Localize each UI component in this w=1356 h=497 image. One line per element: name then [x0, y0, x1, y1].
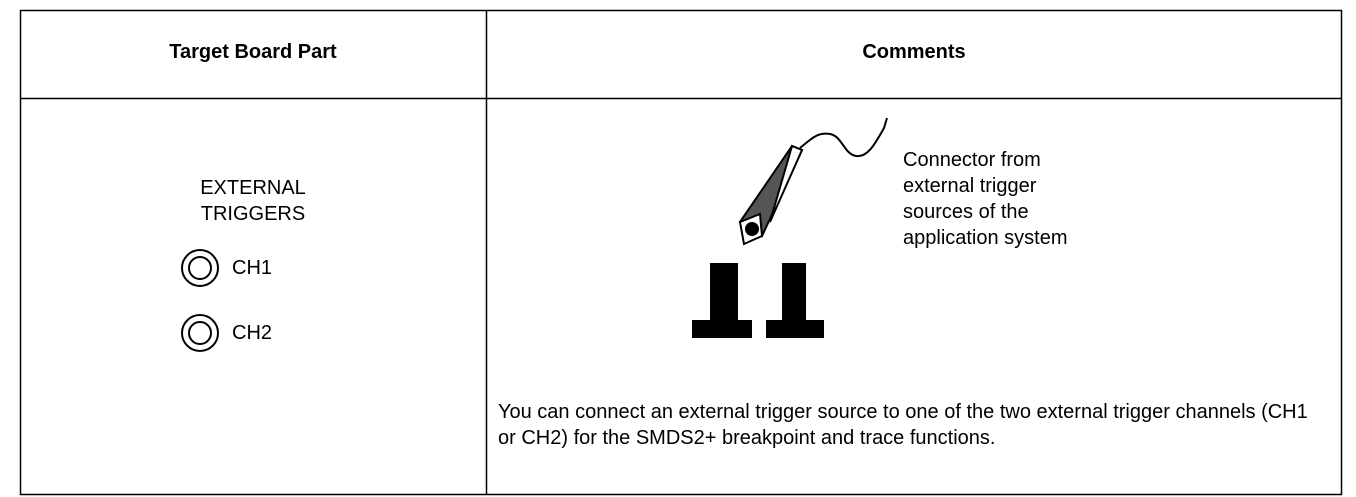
description: You can connect an external trigger sour…: [498, 401, 1308, 449]
probe-illustration: [738, 117, 888, 246]
channel-label: CH1: [232, 257, 273, 279]
callout-line: external trigger: [903, 175, 1037, 197]
callout-line: Connector from: [903, 149, 1041, 171]
channel-label: CH2: [232, 322, 273, 344]
label-line: EXTERNAL: [200, 177, 306, 199]
callout: Connector from external trigger sources …: [903, 147, 1068, 251]
label: EXTERNAL TRIGGERS: [20, 175, 486, 227]
label-line: TRIGGERS: [200, 203, 306, 225]
header-cell: Target Board Part: [169, 41, 337, 63]
callout-line: application system: [903, 227, 1068, 249]
callout-line: sources of the: [903, 201, 1029, 223]
header-cell: Comments: [862, 41, 966, 63]
pins: [692, 263, 824, 338]
